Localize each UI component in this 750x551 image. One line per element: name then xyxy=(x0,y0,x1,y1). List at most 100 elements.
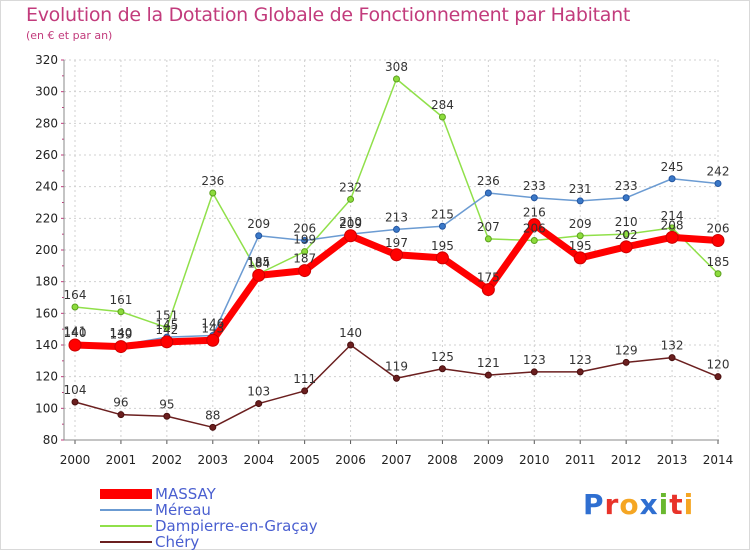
data-point-massay xyxy=(481,283,495,297)
data-label-m-reau: 209 xyxy=(247,217,270,231)
data-label-dampierre-en-gra-ay: 214 xyxy=(661,209,684,223)
chart-data-labels: 104 96 95 88 103 111 140 119 125 121 123 123 129 132 1… xyxy=(64,60,730,422)
data-label-m-reau: 215 xyxy=(431,207,454,221)
legend-item-m-reau: Méreau xyxy=(100,502,318,518)
data-label-ch-ry: 125 xyxy=(431,350,454,364)
data-point-ch-ry xyxy=(438,365,446,373)
data-point-dampierre-en-gra-ay xyxy=(438,113,446,121)
data-point-dampierre-en-gra-ay xyxy=(393,75,400,83)
data-point-massay xyxy=(619,240,633,254)
data-label-dampierre-en-gra-ay: 232 xyxy=(339,180,362,194)
data-point-ch-ry xyxy=(347,341,355,349)
data-label-dampierre-en-gra-ay: 210 xyxy=(615,215,638,229)
data-point-dampierre-en-gra-ay xyxy=(622,230,630,238)
page-subtitle: (en € et par an) xyxy=(26,29,113,42)
data-label-massay: 139 xyxy=(109,328,132,342)
y-tick-label: 240 xyxy=(35,180,58,194)
data-point-dampierre-en-gra-ay xyxy=(530,237,538,244)
y-tick-label: 220 xyxy=(35,211,58,225)
logo-letter: o xyxy=(619,488,640,521)
data-label-ch-ry: 104 xyxy=(64,383,87,397)
legend-swatch-dampierre-en-gra-ay xyxy=(100,525,152,527)
x-tick-label: 2007 xyxy=(381,453,412,467)
data-label-ch-ry: 88 xyxy=(205,408,220,422)
data-label-m-reau: 140 xyxy=(109,326,132,340)
data-point-dampierre-en-gra-ay xyxy=(71,303,79,311)
x-tick-label: 2002 xyxy=(152,453,183,467)
data-label-m-reau: 233 xyxy=(523,179,546,193)
logo-letter: r xyxy=(604,488,620,521)
data-label-m-reau: 236 xyxy=(477,174,500,188)
legend-swatch-ch-ry xyxy=(100,541,152,543)
data-point-dampierre-en-gra-ay xyxy=(714,270,722,278)
data-label-m-reau: 245 xyxy=(661,160,684,174)
data-point-ch-ry xyxy=(255,400,263,408)
data-point-ch-ry xyxy=(71,398,79,406)
data-label-massay: 197 xyxy=(385,236,408,250)
data-point-massay xyxy=(665,230,679,244)
legend-item-dampierre-en-gra-ay: Dampierre-en-Graçay xyxy=(100,518,318,534)
data-label-ch-ry: 119 xyxy=(385,359,408,373)
data-point-massay xyxy=(114,340,128,354)
data-point-ch-ry xyxy=(668,354,676,362)
data-label-m-reau: 233 xyxy=(615,179,638,193)
data-label-ch-ry: 103 xyxy=(247,385,270,399)
y-tick-label: 100 xyxy=(35,401,58,415)
x-tick-label: 2008 xyxy=(427,453,458,467)
x-tick-label: 2001 xyxy=(106,453,137,467)
data-point-massay xyxy=(527,218,541,232)
y-tick-label: 200 xyxy=(35,243,58,257)
legend-swatch-m-reau xyxy=(100,509,152,511)
data-label-massay: 216 xyxy=(523,206,546,220)
data-label-massay: 202 xyxy=(615,228,638,242)
data-label-ch-ry: 129 xyxy=(615,343,638,357)
x-tick-label: 2000 xyxy=(60,453,91,467)
data-label-m-reau: 231 xyxy=(569,182,592,196)
y-tick-label: 120 xyxy=(35,370,58,384)
data-label-ch-ry: 96 xyxy=(113,396,128,410)
chart-legend: MASSAY Méreau Dampierre-en-Graçay Chéry xyxy=(100,486,318,550)
data-label-massay: 208 xyxy=(661,218,684,232)
y-tick-label: 140 xyxy=(35,338,58,352)
data-point-massay xyxy=(252,268,266,282)
x-tick-label: 2013 xyxy=(657,453,688,467)
data-label-dampierre-en-gra-ay: 161 xyxy=(109,293,132,307)
data-label-dampierre-en-gra-ay: 206 xyxy=(523,222,546,236)
data-point-massay xyxy=(68,338,82,352)
legend-swatch-massay xyxy=(100,489,152,499)
legend-label-dampierre-en-gra-ay: Dampierre-en-Graçay xyxy=(155,517,318,535)
data-point-m-reau xyxy=(530,194,538,202)
logo-letter: P xyxy=(583,488,605,521)
data-label-m-reau: 145 xyxy=(155,318,178,332)
logo-letter: i xyxy=(683,488,695,521)
data-point-ch-ry xyxy=(530,368,538,376)
y-tick-label: 260 xyxy=(35,148,58,162)
data-point-dampierre-en-gra-ay xyxy=(576,232,584,240)
data-label-ch-ry: 140 xyxy=(339,326,362,340)
data-point-massay xyxy=(573,251,587,265)
data-label-dampierre-en-gra-ay: 236 xyxy=(201,174,224,188)
data-label-massay: 143 xyxy=(201,321,224,335)
data-label-ch-ry: 111 xyxy=(293,372,316,386)
data-point-dampierre-en-gra-ay xyxy=(163,324,171,332)
legend-item-ch-ry: Chéry xyxy=(100,534,318,550)
data-label-ch-ry: 132 xyxy=(661,339,684,353)
y-tick-label: 320 xyxy=(35,53,58,67)
data-point-massay xyxy=(711,234,725,247)
data-label-dampierre-en-gra-ay: 209 xyxy=(569,217,592,231)
data-point-ch-ry xyxy=(714,373,722,381)
legend-label-m-reau: Méreau xyxy=(155,501,211,519)
data-label-massay: 184 xyxy=(247,256,270,270)
chart-series xyxy=(68,75,725,431)
data-point-dampierre-en-gra-ay xyxy=(484,235,492,243)
data-point-m-reau xyxy=(622,194,630,202)
x-tick-label: 2014 xyxy=(703,453,734,467)
x-tick-label: 2009 xyxy=(473,453,504,467)
data-point-ch-ry xyxy=(301,387,309,395)
data-label-m-reau: 242 xyxy=(707,165,730,179)
data-point-massay xyxy=(344,229,358,243)
legend-label-massay: MASSAY xyxy=(155,485,216,503)
data-label-dampierre-en-gra-ay: 308 xyxy=(385,60,408,74)
data-point-dampierre-en-gra-ay xyxy=(209,189,217,197)
